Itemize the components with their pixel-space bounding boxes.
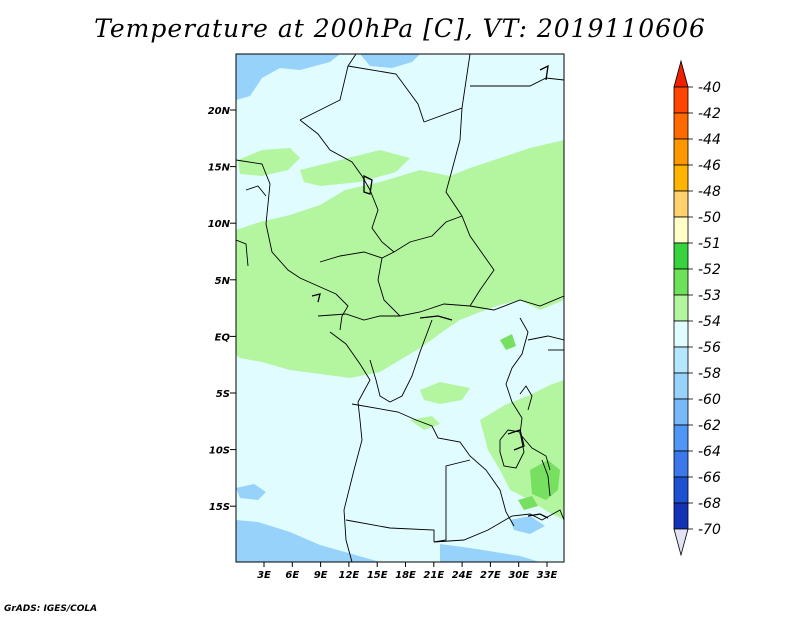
colorbar-box — [673, 294, 689, 322]
lon-label: 18E — [395, 570, 416, 581]
colorbar-label: -48 — [698, 184, 721, 200]
field-band-56 — [236, 54, 545, 562]
colorbar-box — [673, 242, 689, 270]
country-borders — [236, 54, 564, 562]
map-title: Temperature at 200hPa [C], VT: 201911060… — [94, 14, 706, 43]
field-band-53 — [236, 140, 564, 520]
lat-label: EQ — [215, 332, 231, 343]
colorbar-box — [673, 268, 689, 296]
colorbar-box — [673, 216, 689, 244]
colorbar-label: -54 — [698, 314, 721, 330]
colorbar-label: -40 — [698, 80, 721, 96]
map-field — [236, 54, 564, 562]
lat-label: 10S — [209, 446, 230, 457]
colorbar-label: -56 — [698, 340, 721, 356]
latitude-axis: 20N 15N 10N 5N EQ 5S 10S 15S — [208, 106, 236, 513]
lon-label: 21E — [423, 570, 444, 581]
lon-label: 33E — [537, 570, 558, 581]
field-band-52 — [500, 334, 560, 510]
lat-label: 20N — [208, 106, 231, 117]
colorbar-label: -50 — [698, 210, 721, 226]
colorbar-label: -60 — [698, 392, 721, 408]
lon-label: 12E — [339, 570, 360, 581]
colorbar-label: -53 — [698, 288, 721, 304]
colorbar-label: -51 — [698, 236, 721, 252]
colorbar-box — [673, 346, 689, 374]
lat-label: 15S — [209, 502, 230, 513]
colorbar-bottom-arrow — [673, 528, 689, 557]
colorbar-box — [673, 450, 689, 478]
colorbar-box — [673, 398, 689, 426]
colorbar-label: -66 — [698, 470, 721, 486]
lon-label: 30E — [508, 570, 529, 581]
colorbar-box — [673, 476, 689, 504]
lat-label: 10N — [208, 219, 231, 230]
colorbar-label: -62 — [698, 418, 721, 434]
colorbar-box — [673, 164, 689, 192]
lakes — [311, 64, 549, 519]
colorbar: -40 -42 -44 -46 -48 -50 -51 -52 -53 -54 -56 -58 -60 -… — [673, 59, 721, 557]
colorbar-label: -58 — [698, 366, 721, 382]
lat-label: 5N — [215, 276, 231, 287]
colorbar-label: -42 — [698, 106, 721, 122]
colorbar-label: -46 — [698, 158, 721, 174]
longitude-axis: 3E 6E 9E 12E 15E 18E 21E 24E 27E 30E 33E — [257, 562, 558, 581]
lon-label: 15E — [367, 570, 388, 581]
colorbar-box — [673, 320, 689, 348]
lon-label: 9E — [314, 570, 328, 581]
colorbar-label: -52 — [698, 262, 721, 278]
lat-label: 5S — [216, 389, 230, 400]
lon-label: 6E — [285, 570, 299, 581]
colorbar-box — [673, 112, 689, 140]
colorbar-box — [673, 424, 689, 452]
colorbar-label: -70 — [698, 522, 721, 538]
lat-label: 15N — [208, 163, 231, 174]
colorbar-label: -64 — [698, 444, 721, 460]
colorbar-box — [673, 138, 689, 166]
map-frame — [235, 53, 565, 563]
lon-label: 27E — [480, 570, 501, 581]
colorbar-top-arrow — [673, 59, 689, 88]
colorbar-box — [673, 372, 689, 400]
colorbar-box — [673, 86, 689, 114]
credit-text: GrADS: IGES/COLA — [4, 604, 98, 614]
colorbar-box — [673, 190, 689, 218]
lon-label: 3E — [257, 570, 271, 581]
colorbar-label: -44 — [698, 132, 721, 148]
colorbar-box — [673, 502, 689, 530]
lon-label: 24E — [452, 570, 473, 581]
colorbar-label: -68 — [698, 496, 721, 512]
